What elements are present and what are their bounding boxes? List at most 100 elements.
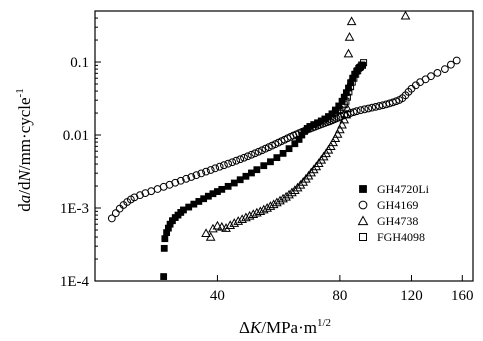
data-point-gh4169 — [206, 166, 215, 174]
data-point-gh4169 — [433, 68, 442, 77]
data-point-gh4720li — [224, 182, 232, 190]
data-point-fgh4098 — [360, 59, 368, 67]
data-point-gh4169 — [115, 204, 124, 213]
data-point-gh4738 — [292, 182, 303, 192]
data-point-gh4720li — [285, 145, 293, 153]
y-tick-label: 1E-3 — [60, 201, 89, 217]
y-tick-label: 0.1 — [70, 55, 89, 71]
data-point-gh4169 — [192, 171, 201, 180]
data-point-gh4169 — [197, 169, 206, 178]
data-point-gh4720li — [160, 244, 168, 252]
data-point-gh4738 — [400, 10, 411, 20]
data-point-gh4169 — [247, 150, 256, 159]
legend-marker-gh4738 — [357, 215, 369, 226]
data-point-gh4738 — [346, 16, 357, 26]
data-point-gh4720li — [253, 166, 261, 174]
data-point-gh4169 — [220, 161, 228, 170]
legend: GH4720Li GH4169 GH4738 FGH4098 — [357, 182, 430, 244]
data-point-gh4738 — [229, 218, 240, 227]
x-tick-label: 160 — [451, 288, 474, 304]
data-point-gh4738 — [308, 164, 319, 174]
data-point-gh4169 — [427, 72, 435, 81]
data-point-gh4738 — [258, 204, 269, 214]
data-point-gh4738 — [343, 48, 354, 58]
data-point-gh4169 — [147, 187, 156, 196]
x-tick-label: 80 — [332, 288, 347, 304]
data-point-gh4720li — [279, 149, 287, 157]
data-point-gh4738 — [341, 109, 352, 119]
y-axis-title: da/dN/mm·cycle-1 — [14, 88, 34, 211]
x-axis-title: ΔK/MPa·m1/2 — [239, 317, 331, 337]
data-point-gh4720li — [273, 154, 281, 162]
legend-label-fgh4098: FGH4098 — [377, 230, 425, 244]
data-point-gh4738 — [255, 206, 266, 216]
y-tick-label: 0.01 — [63, 128, 89, 144]
data-point-gh4169 — [368, 103, 376, 112]
data-point-gh4169 — [111, 209, 120, 218]
data-point-gh4738 — [248, 209, 259, 218]
data-point-gh4720li — [161, 235, 169, 243]
data-point-gh4738 — [289, 185, 300, 194]
data-point-gh4169 — [187, 173, 196, 181]
legend-marker-fgh4098 — [359, 233, 367, 241]
data-point-gh4169 — [446, 60, 455, 69]
data-point-fgh4098 — [358, 61, 366, 69]
data-point-fgh4098 — [343, 93, 351, 101]
data-point-gh4738 — [225, 220, 236, 229]
data-point-gh4738 — [205, 232, 216, 241]
data-point-gh4169 — [441, 65, 449, 73]
data-point-gh4738 — [251, 207, 262, 217]
legend-label-gh4720li: GH4720Li — [377, 182, 430, 196]
data-point-fgh4098 — [350, 74, 358, 82]
data-point-gh4738 — [244, 210, 255, 220]
data-point-gh4738 — [237, 214, 247, 224]
data-point-gh4738 — [335, 124, 345, 134]
data-point-fgh4098 — [347, 83, 355, 91]
data-point-gh4720li — [291, 140, 299, 148]
data-point-gh4169 — [176, 176, 185, 185]
data-point-gh4169 — [224, 159, 233, 168]
data-point-gh4169 — [215, 162, 224, 171]
data-point-gh4738 — [208, 223, 218, 233]
data-point-gh4169 — [202, 167, 210, 176]
data-point-gh4738 — [332, 129, 343, 138]
data-point-gh4720li — [236, 176, 244, 184]
data-point-fgh4098 — [342, 97, 350, 105]
data-point-gh4169 — [251, 149, 259, 158]
legend-label-gh4169: GH4169 — [377, 198, 418, 212]
data-point-gh4738 — [233, 216, 244, 225]
x-tick-label: 40 — [210, 288, 225, 304]
data-point-gh4169 — [356, 106, 365, 115]
data-point-gh4169 — [254, 147, 263, 156]
data-point-gh4738 — [221, 223, 231, 232]
data-point-gh4169 — [364, 104, 373, 113]
data-point-gh4720li — [242, 172, 250, 180]
y-tick-label: 1E-4 — [60, 274, 90, 290]
data-point-gh4738 — [241, 212, 251, 222]
data-point-fgh4098 — [336, 105, 344, 113]
data-point-gh4738 — [212, 220, 223, 230]
data-point-gh4169 — [107, 214, 116, 223]
data-point-gh4738 — [287, 187, 297, 197]
data-point-gh4738 — [201, 228, 211, 238]
data-point-gh4738 — [284, 189, 294, 199]
data-point-gh4738 — [298, 176, 309, 186]
data-point-gh4169 — [171, 178, 180, 187]
data-point-gh4738 — [330, 133, 341, 143]
data-point-gh4169 — [240, 153, 248, 162]
data-point-gh4169 — [236, 155, 245, 164]
data-point-gh4738 — [281, 191, 291, 201]
data-point-gh4738 — [344, 31, 355, 41]
legend-label-gh4738: GH4738 — [377, 214, 418, 228]
data-point-fgh4098 — [348, 78, 356, 86]
data-point-fgh4098 — [345, 88, 353, 96]
data-point-gh4738 — [328, 137, 338, 147]
data-point-gh4169 — [371, 102, 380, 111]
data-point-gh4169 — [452, 56, 461, 65]
data-point-gh4169 — [243, 152, 252, 161]
data-point-gh4169 — [136, 191, 144, 200]
data-point-gh4738 — [216, 221, 227, 231]
data-point-gh4720li — [260, 162, 268, 170]
x-tick-label: 120 — [400, 288, 423, 304]
data-point-gh4720li — [230, 179, 238, 187]
